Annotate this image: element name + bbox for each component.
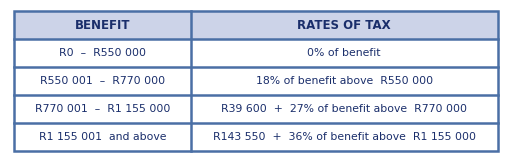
Text: R550 001  –  R770 000: R550 001 – R770 000 xyxy=(40,76,165,86)
Text: R1 155 001  and above: R1 155 001 and above xyxy=(39,132,166,142)
Text: RATES OF TAX: RATES OF TAX xyxy=(297,19,391,32)
Text: R770 001  –  R1 155 000: R770 001 – R1 155 000 xyxy=(35,104,170,114)
FancyBboxPatch shape xyxy=(14,11,498,151)
FancyBboxPatch shape xyxy=(14,11,498,39)
Text: 0% of benefit: 0% of benefit xyxy=(308,48,381,58)
Text: R39 600  +  27% of benefit above  R770 000: R39 600 + 27% of benefit above R770 000 xyxy=(221,104,467,114)
Text: R0  –  R550 000: R0 – R550 000 xyxy=(59,48,146,58)
Text: BENEFIT: BENEFIT xyxy=(75,19,130,32)
Text: 18% of benefit above  R550 000: 18% of benefit above R550 000 xyxy=(255,76,433,86)
Text: R143 550  +  36% of benefit above  R1 155 000: R143 550 + 36% of benefit above R1 155 0… xyxy=(212,132,476,142)
